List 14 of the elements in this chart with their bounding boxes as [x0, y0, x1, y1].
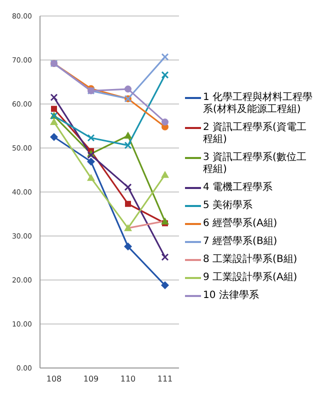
legend-label: 6 經營學系(A組)	[203, 218, 278, 230]
legend-label: 3 資訊工程學系(數位工程組)	[203, 152, 308, 176]
x-tick-label: 108	[46, 374, 62, 384]
x-tick-label: 111	[157, 374, 173, 384]
legend-label: 10 法律學系	[203, 290, 259, 302]
legend-label: 5 美術學系	[203, 200, 253, 212]
legend-label: 9 工業設計學系(A組)	[203, 272, 298, 284]
legend-label: 1 化學工程與材料工程學系(材料及能源工程組)	[203, 92, 313, 116]
legend-label: 8 工業設計學系(B組)	[203, 254, 298, 266]
legend-label: 7 經營學系(B組)	[203, 236, 278, 248]
x-tick-label: 110	[120, 374, 136, 384]
legend-label: 2 資訊工程學系(資電工程組)	[203, 122, 308, 146]
x-tick-label: 109	[83, 374, 99, 384]
legend-label: 4 電機工程學系	[203, 182, 273, 194]
